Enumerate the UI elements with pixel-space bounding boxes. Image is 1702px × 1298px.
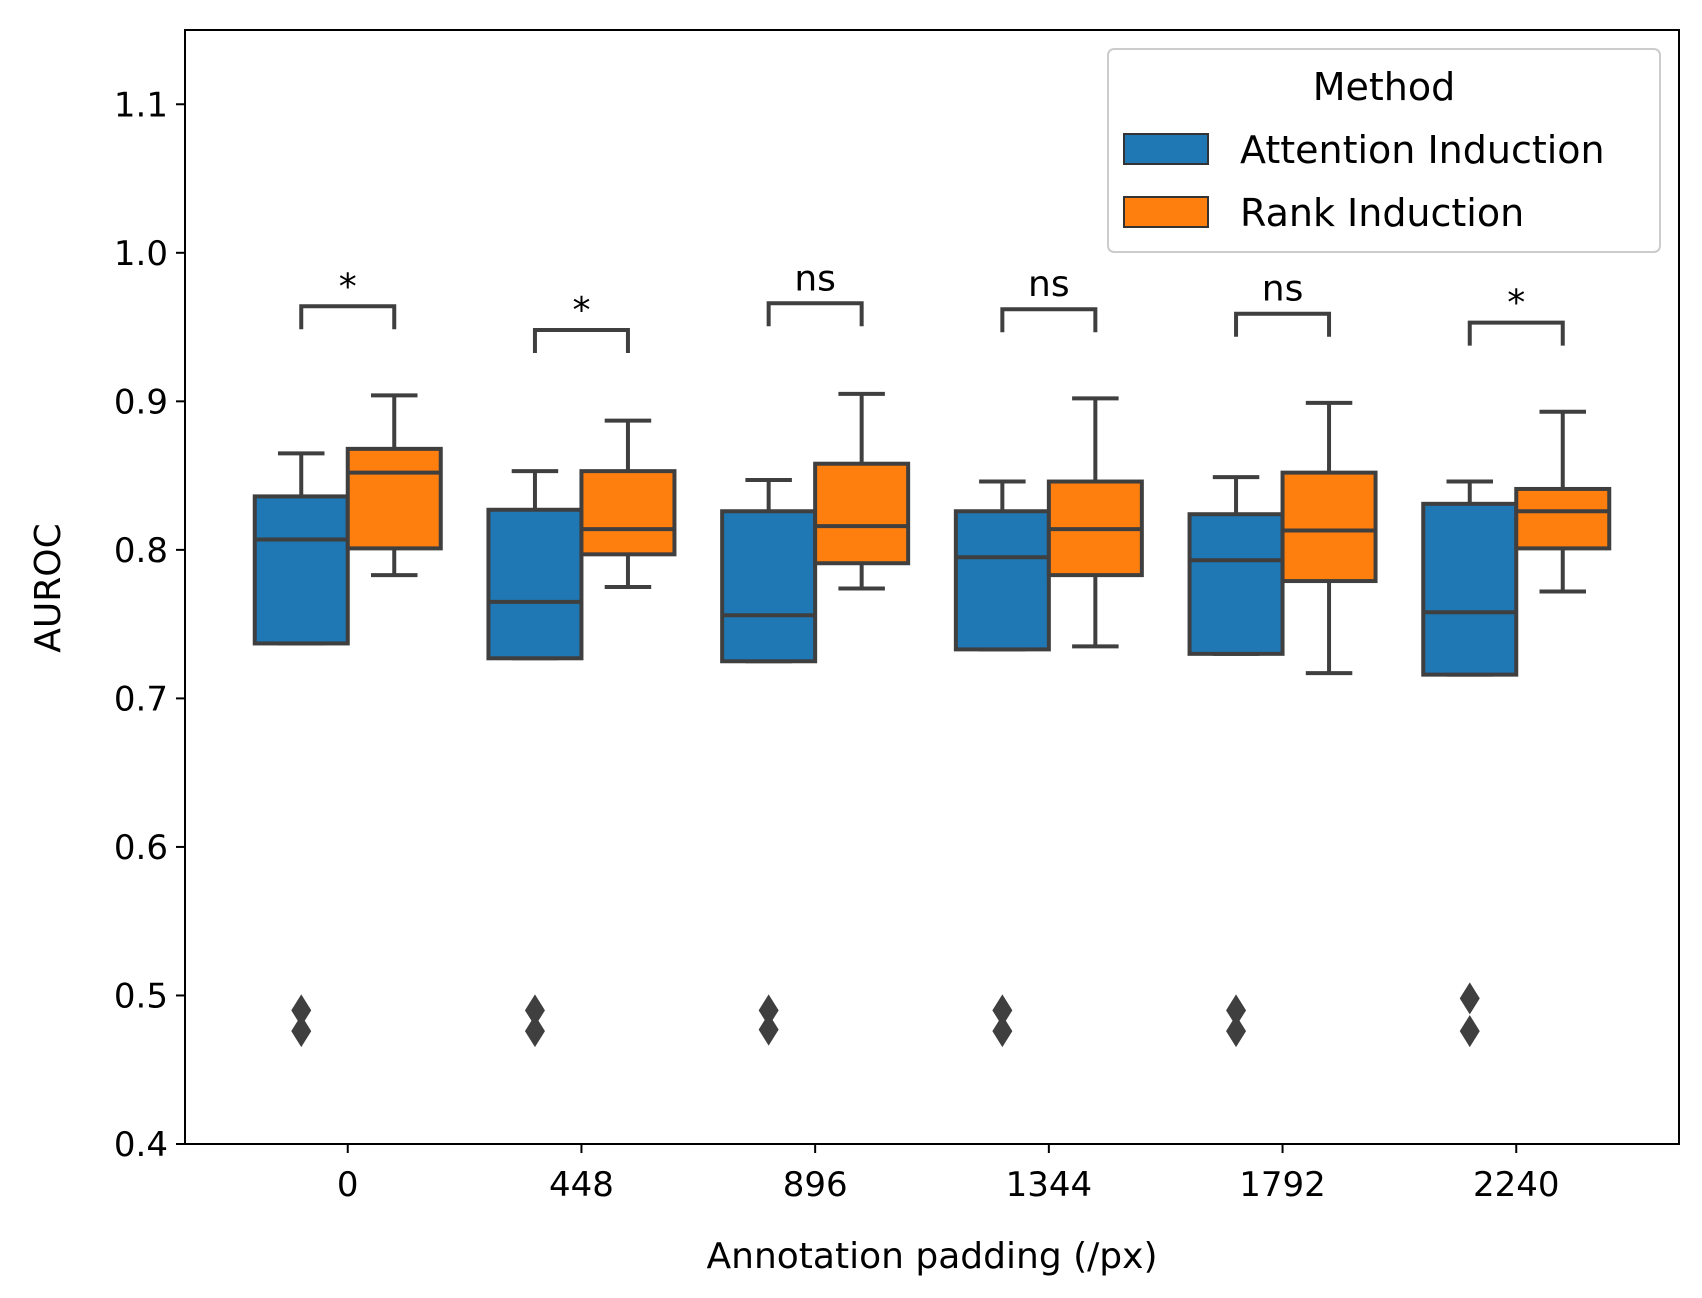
outlier-point bbox=[1459, 982, 1480, 1015]
y-tick-label: 1.0 bbox=[114, 234, 168, 274]
outlier-point bbox=[524, 1015, 545, 1048]
significance-label: * bbox=[1507, 283, 1525, 324]
box-iqr bbox=[720, 509, 818, 664]
box-rank-induction-1344 bbox=[1046, 396, 1144, 649]
box-iqr bbox=[486, 507, 584, 661]
axes-frame bbox=[184, 29, 1680, 1145]
box-rank-induction-448 bbox=[579, 418, 677, 589]
y-tick-label: 0.6 bbox=[114, 828, 168, 868]
box-attention-induction-448 bbox=[486, 469, 584, 1048]
legend-frame bbox=[1107, 48, 1661, 253]
legend-swatch-rank-induction bbox=[1123, 196, 1209, 228]
box-iqr bbox=[252, 494, 350, 646]
significance-label: ns bbox=[794, 258, 836, 299]
bracket-line bbox=[1000, 307, 1098, 333]
y-tick-label: 0.5 bbox=[114, 976, 168, 1016]
y-tick-label: 0.9 bbox=[114, 382, 168, 422]
outlier-point bbox=[992, 1015, 1013, 1048]
significance-bracket-448: * bbox=[532, 290, 630, 354]
legend: Method Attention Induction Rank Inductio… bbox=[1107, 48, 1661, 253]
x-tick-label: 0 bbox=[337, 1165, 359, 1205]
box-rank-induction-2240 bbox=[1514, 409, 1612, 594]
box-iqr bbox=[345, 446, 443, 551]
outlier-point bbox=[1226, 1015, 1247, 1048]
legend-title: Method bbox=[1313, 65, 1456, 109]
box-attention-induction-1792 bbox=[1187, 475, 1285, 1048]
significance-label: ns bbox=[1262, 269, 1304, 310]
y-tick-label: 0.8 bbox=[114, 531, 168, 571]
box-rank-induction-0 bbox=[345, 393, 443, 578]
box-rank-induction-896 bbox=[813, 391, 911, 591]
bracket-line bbox=[766, 301, 864, 327]
y-tick-label: 0.4 bbox=[114, 1125, 168, 1165]
bracket-line bbox=[1234, 311, 1332, 337]
box-iqr bbox=[1421, 501, 1519, 677]
x-axis-label: Annotation padding (/px) bbox=[707, 1236, 1158, 1277]
box-iqr bbox=[813, 461, 911, 566]
outlier-point bbox=[758, 1013, 779, 1046]
significance-bracket-896: ns bbox=[766, 258, 864, 327]
outlier-point bbox=[291, 994, 312, 1027]
x-tick-label: 2240 bbox=[1473, 1165, 1560, 1205]
x-tick-label: 1792 bbox=[1239, 1165, 1326, 1205]
outlier-point bbox=[1226, 994, 1247, 1027]
significance-label: * bbox=[339, 266, 357, 307]
y-tick-label: 0.7 bbox=[114, 679, 168, 719]
box-iqr bbox=[953, 509, 1051, 652]
significance-bracket-1344: ns bbox=[1000, 264, 1098, 333]
box-attention-induction-896 bbox=[720, 478, 818, 1046]
significance-bracket-1792: ns bbox=[1234, 269, 1332, 337]
box-iqr bbox=[1280, 470, 1378, 584]
outlier-point bbox=[524, 994, 545, 1027]
legend-label-rank-induction: Rank Induction bbox=[1240, 191, 1524, 235]
x-tick-label: 896 bbox=[783, 1165, 848, 1205]
significance-bracket-0: * bbox=[299, 266, 397, 330]
bracket-line bbox=[532, 328, 630, 354]
outlier-point bbox=[992, 994, 1013, 1027]
significance-label: ns bbox=[1028, 264, 1070, 305]
x-tick-label: 448 bbox=[549, 1165, 614, 1205]
box-iqr bbox=[579, 469, 677, 557]
box-attention-induction-1344 bbox=[953, 479, 1051, 1048]
outlier-point bbox=[758, 994, 779, 1027]
box-attention-induction-0 bbox=[252, 451, 350, 1048]
x-tick-label: 1344 bbox=[1006, 1165, 1093, 1205]
y-axis-label: AUROC bbox=[28, 523, 69, 652]
outlier-point bbox=[1459, 1015, 1480, 1048]
box-iqr bbox=[1187, 512, 1285, 656]
box-rank-induction-1792 bbox=[1280, 400, 1378, 676]
outlier-point bbox=[291, 1015, 312, 1048]
bracket-line bbox=[299, 304, 397, 330]
box-attention-induction-2240 bbox=[1421, 479, 1519, 1048]
legend-label-attention-induction: Attention Induction bbox=[1240, 128, 1605, 172]
y-tick-label: 1.1 bbox=[114, 85, 168, 125]
significance-bracket-2240: * bbox=[1467, 283, 1565, 346]
bracket-line bbox=[1467, 320, 1565, 346]
significance-label: * bbox=[572, 290, 590, 331]
box-iqr bbox=[1514, 486, 1612, 551]
plot-area: 0.4 0.5 0.6 0.7 0.8 0.9 1.0 1.1 0 448 896 1344 1792 2… bbox=[114, 29, 1680, 1205]
legend-swatch-attention-induction bbox=[1123, 133, 1209, 165]
